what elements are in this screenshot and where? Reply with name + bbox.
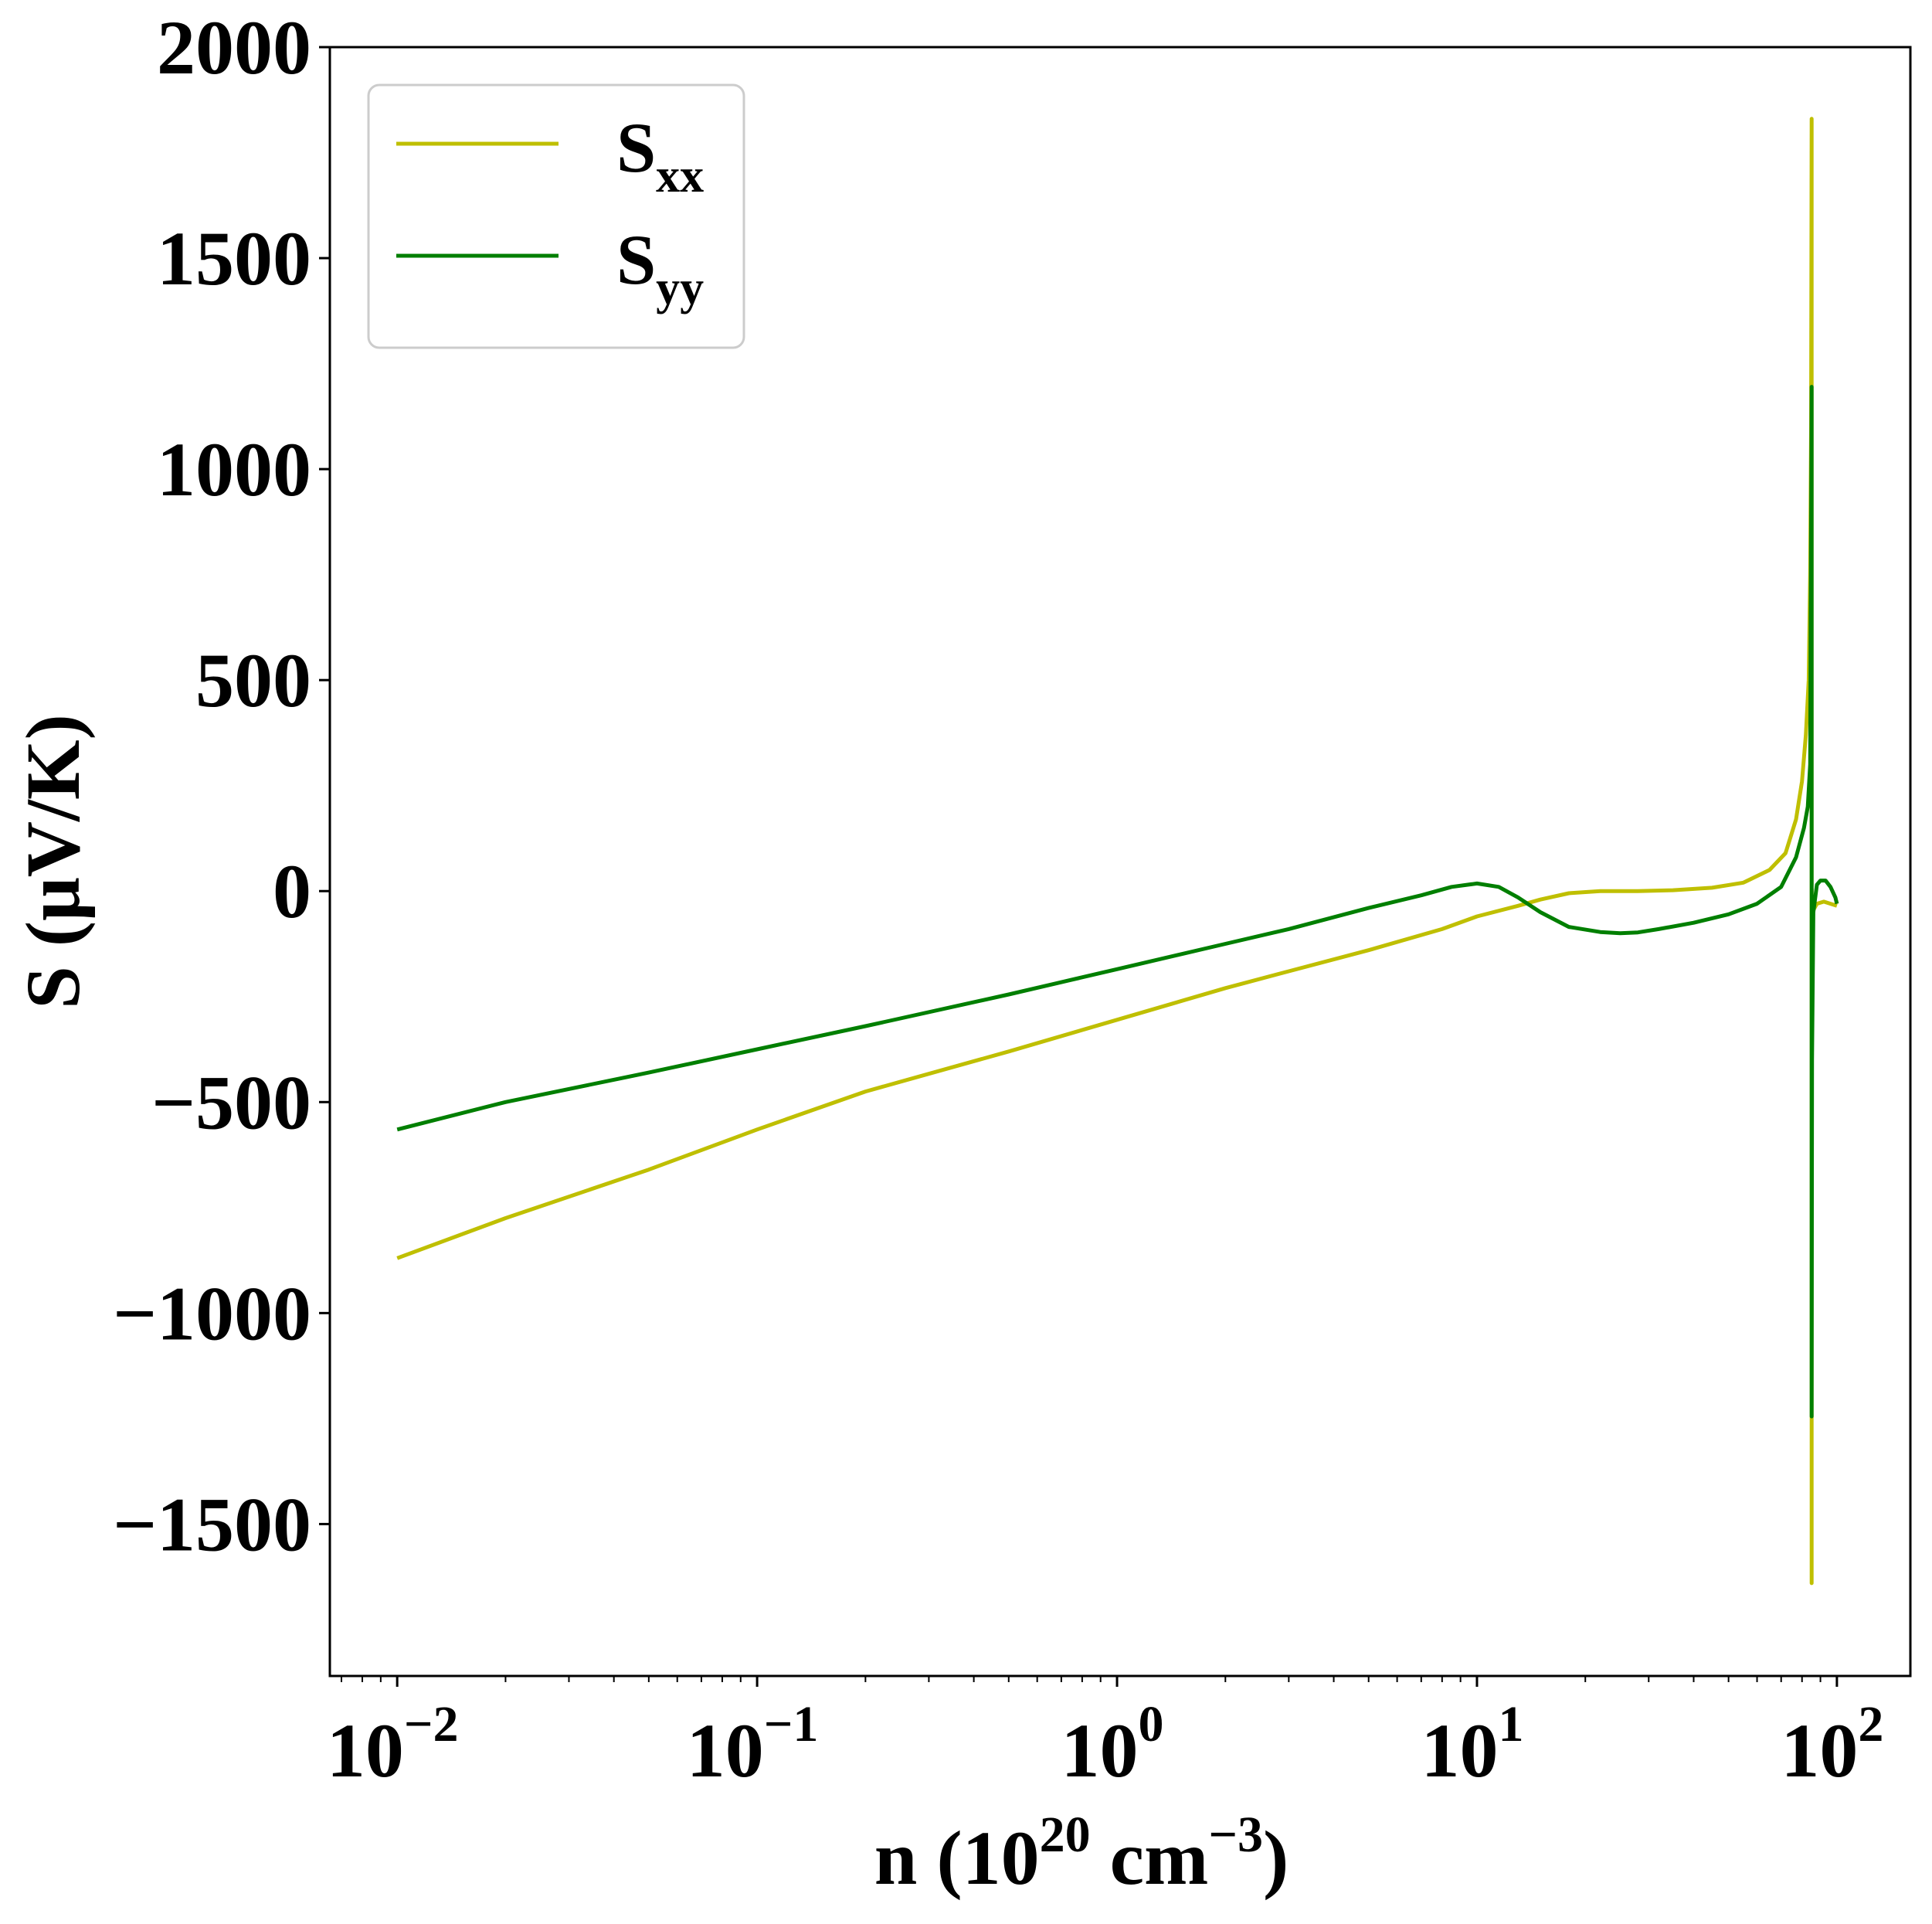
legend-label-syy: Syy: [616, 220, 704, 314]
x-axis-label-base: n (10: [874, 1815, 1040, 1901]
y-tick-label: 500: [195, 637, 311, 723]
y-tick-label: 1000: [157, 427, 311, 512]
y-tick-label: 1500: [157, 216, 311, 301]
x-tick-label: 101: [1421, 1696, 1523, 1793]
legend: Sxx Syy: [367, 83, 745, 349]
tick-labels: 2000 1500 1000 500 0 −500 −1000 −1500 10−2 10−1 10…: [113, 5, 1883, 1793]
x-tick-label: 10−2: [327, 1696, 459, 1793]
x-tick-label: 102: [1781, 1696, 1883, 1793]
series-line-yy: [396, 385, 1839, 1419]
y-tick-label: −500: [151, 1059, 311, 1145]
plot-lines: [396, 117, 1839, 1586]
y-tick-label: −1500: [113, 1481, 311, 1567]
legend-label-sxx: Sxx: [616, 108, 704, 202]
legend-label-syy-sub: yy: [656, 262, 704, 314]
axis-ticks: [319, 46, 1839, 1687]
x-axis-label-end: ): [1263, 1815, 1289, 1901]
y-axis-label: S (μV/K): [10, 714, 96, 1009]
plot-frame: [328, 46, 1912, 1678]
x-axis-label-exp1: 20: [1040, 1807, 1091, 1863]
x-axis-label: n (1020 cm−3): [874, 1807, 1289, 1901]
legend-box: [367, 83, 745, 349]
y-tick-label: 2000: [157, 5, 311, 90]
x-axis-label-exp2: −3: [1208, 1807, 1263, 1863]
x-tick-label: 100: [1061, 1696, 1164, 1793]
x-tick-label: 10−1: [687, 1696, 819, 1793]
y-tick-label: −1000: [113, 1270, 311, 1356]
legend-label-sxx-base: S: [616, 108, 656, 187]
y-tick-label: 0: [273, 848, 311, 934]
x-axis-label-mid: cm: [1091, 1815, 1209, 1901]
legend-label-syy-base: S: [616, 220, 656, 299]
legend-label-sxx-sub: xx: [656, 150, 704, 202]
